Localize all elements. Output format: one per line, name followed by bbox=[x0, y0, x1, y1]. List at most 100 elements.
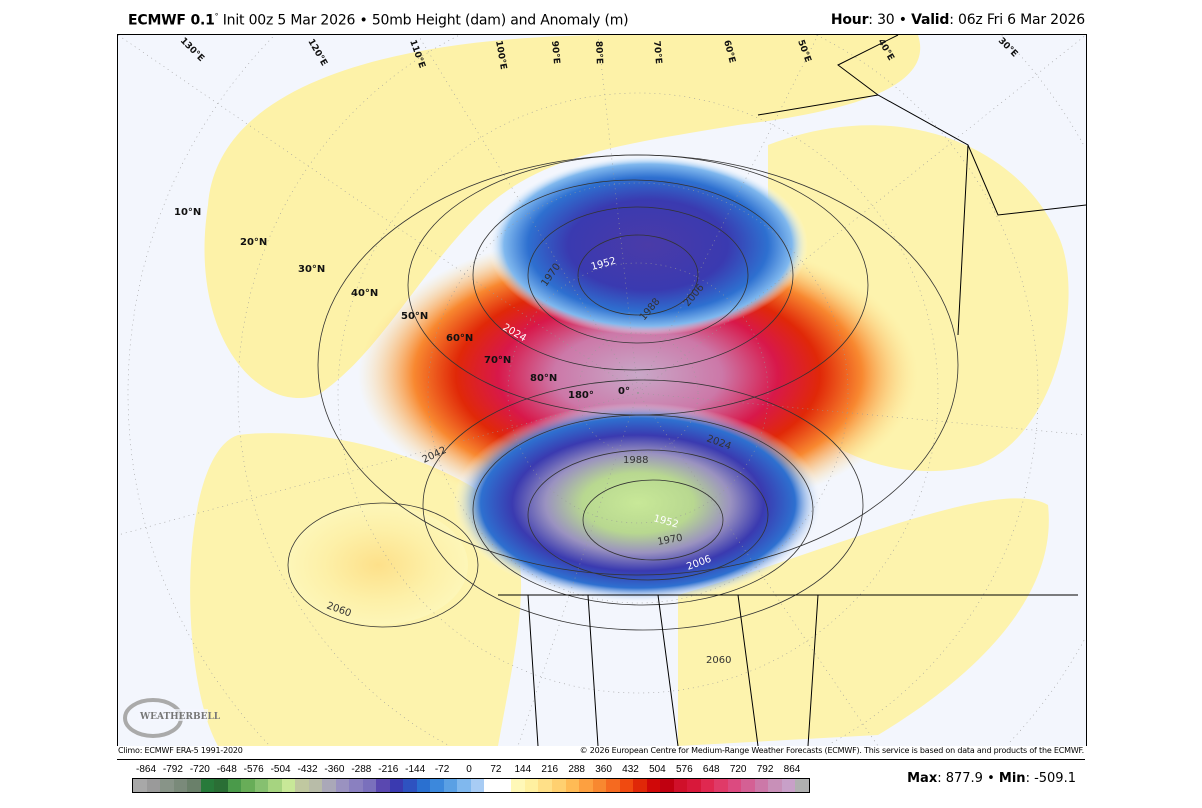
colorbar-swatch bbox=[727, 779, 742, 792]
colorbar-tick-label: -504 bbox=[270, 764, 291, 775]
map-title: ECMWF 0.1° Init 00z 5 Mar 2026 • 50mb He… bbox=[128, 12, 629, 29]
colorbar-tick-label: 720 bbox=[729, 764, 747, 775]
colorbar-tick-label: -792 bbox=[162, 764, 183, 775]
svg-text:WEATHERBELL: WEATHERBELL bbox=[139, 712, 221, 722]
colorbar bbox=[132, 778, 810, 793]
colorbar-tick-label: -432 bbox=[297, 764, 318, 775]
pole-label: 0° bbox=[618, 386, 630, 397]
latitude-circle bbox=[237, 35, 1039, 745]
colorbar-swatch bbox=[754, 779, 769, 792]
map-panel: 10°N 20°N 30°N 40°N 50°N 60°N 70°N 80°N … bbox=[117, 34, 1087, 746]
latitude-circle bbox=[127, 35, 1085, 745]
colorbar-swatch bbox=[241, 779, 255, 792]
colorbar-swatch bbox=[335, 779, 350, 792]
colorbar-tick-label: 432 bbox=[622, 764, 639, 775]
lat-label: 10°N bbox=[174, 207, 201, 218]
valid-label: Valid bbox=[911, 12, 950, 28]
colorbar-swatch bbox=[362, 779, 377, 792]
colorbar-swatch bbox=[268, 779, 282, 792]
negative-anomaly-eurasia bbox=[488, 155, 808, 335]
colorbar-tick-label: -720 bbox=[189, 764, 210, 775]
climo-note: Climo: ECMWF ERA-5 1991-2020 bbox=[118, 746, 243, 755]
forecast-hour: 30 bbox=[877, 12, 895, 28]
lon-label: 130°E bbox=[178, 36, 206, 64]
colorbar-tick-label: -144 bbox=[405, 764, 426, 775]
copyright-note: © 2026 European Centre for Medium-Range … bbox=[579, 746, 1085, 755]
colorbar-swatch bbox=[308, 779, 323, 792]
colorbar-swatch bbox=[376, 779, 390, 792]
colorbar-swatch bbox=[497, 779, 512, 792]
colorbar-tick-label: -216 bbox=[378, 764, 399, 775]
colorbar-swatch bbox=[700, 779, 715, 792]
colorbar-tick-label: 0 bbox=[466, 764, 472, 775]
colorbar-swatch bbox=[524, 779, 539, 792]
min-value: -509.1 bbox=[1034, 771, 1076, 786]
lon-label: 120°E bbox=[305, 38, 328, 68]
colorbar-tick-label: 576 bbox=[675, 764, 693, 775]
colorbar-swatch bbox=[389, 779, 404, 792]
colorbar-swatch bbox=[133, 779, 147, 792]
colorbar-tick-label: -576 bbox=[243, 764, 264, 775]
colorbar-tick-label: 144 bbox=[514, 764, 532, 775]
lon-label: 30°E bbox=[996, 36, 1019, 59]
pole-label: 180° bbox=[568, 390, 594, 401]
lat-label: 30°N bbox=[298, 264, 325, 275]
colorbar-swatch bbox=[457, 779, 471, 792]
lat-label: 70°N bbox=[484, 355, 511, 366]
colorbar-swatch bbox=[511, 779, 525, 792]
lat-label: 50°N bbox=[401, 311, 428, 322]
lon-label: 90°E bbox=[549, 40, 561, 64]
product-name: 50mb Height (dam) and Anomaly (m) bbox=[371, 12, 629, 29]
lat-label: 20°N bbox=[240, 237, 267, 248]
map-svg: 10°N 20°N 30°N 40°N 50°N 60°N 70°N 80°N … bbox=[118, 35, 1086, 746]
colorbar-swatch bbox=[281, 779, 296, 792]
colorbar-swatch bbox=[592, 779, 607, 792]
colorbar-swatch bbox=[551, 779, 566, 792]
separator: • bbox=[987, 771, 995, 786]
colorbar-swatch bbox=[443, 779, 458, 792]
positive-anomaly-region-north bbox=[204, 35, 921, 399]
latitude-circle bbox=[577, 332, 699, 454]
colorbar-swatch bbox=[673, 779, 688, 792]
max-label: Max bbox=[907, 771, 938, 786]
colorbar-swatch bbox=[173, 779, 188, 792]
min-label: Min bbox=[998, 771, 1026, 786]
colorbar-swatch bbox=[214, 779, 228, 792]
colorbar-swatch bbox=[470, 779, 485, 792]
colorbar-tick-label: 288 bbox=[568, 764, 585, 775]
degree-mark: ° bbox=[214, 12, 219, 21]
coastline-hint bbox=[498, 35, 1086, 746]
lat-label: 80°N bbox=[530, 373, 557, 384]
max-min-readout: Max: 877.9 • Min: -509.1 bbox=[907, 771, 1076, 786]
pacific-high-core bbox=[288, 505, 468, 625]
lat-label: 60°N bbox=[446, 333, 473, 344]
latitude-labels: 10°N 20°N 30°N 40°N 50°N 60°N 70°N 80°N … bbox=[174, 207, 630, 401]
colorbar-swatch bbox=[200, 779, 215, 792]
max-value: 877.9 bbox=[945, 771, 983, 786]
colorbar-tick-label: -360 bbox=[324, 764, 345, 775]
colorbar-swatch bbox=[430, 779, 444, 792]
colorbar-swatch bbox=[714, 779, 728, 792]
hour-label: Hour bbox=[830, 12, 869, 28]
colorbar-tick-label: 864 bbox=[783, 764, 801, 775]
colorbar-swatch bbox=[606, 779, 620, 792]
negative-anomaly-canada bbox=[453, 403, 823, 603]
lat-label: 40°N bbox=[351, 288, 378, 299]
colorbar-tick-label: -72 bbox=[434, 764, 450, 775]
contour-label: 1970 bbox=[657, 533, 684, 548]
colorbar-swatch bbox=[741, 779, 755, 792]
colorbar-swatch bbox=[416, 779, 431, 792]
colorbar-tick-label: 504 bbox=[649, 764, 666, 775]
colorbar-swatch bbox=[768, 779, 782, 792]
colorbar-swatch bbox=[619, 779, 634, 792]
colorbar-tick-label: -288 bbox=[351, 764, 372, 775]
colorbar-swatch bbox=[484, 779, 498, 792]
colorbar-swatch bbox=[633, 779, 647, 792]
colorbar-tick-label: -864 bbox=[135, 764, 157, 775]
colorbar-swatch bbox=[660, 779, 674, 792]
colorbar-tick-label: -648 bbox=[216, 764, 237, 775]
lon-label: 80°E bbox=[593, 41, 604, 65]
model-name: ECMWF 0.1 bbox=[128, 12, 215, 29]
colorbar-swatch bbox=[322, 779, 336, 792]
colorbar-tick-label: 360 bbox=[595, 764, 612, 775]
